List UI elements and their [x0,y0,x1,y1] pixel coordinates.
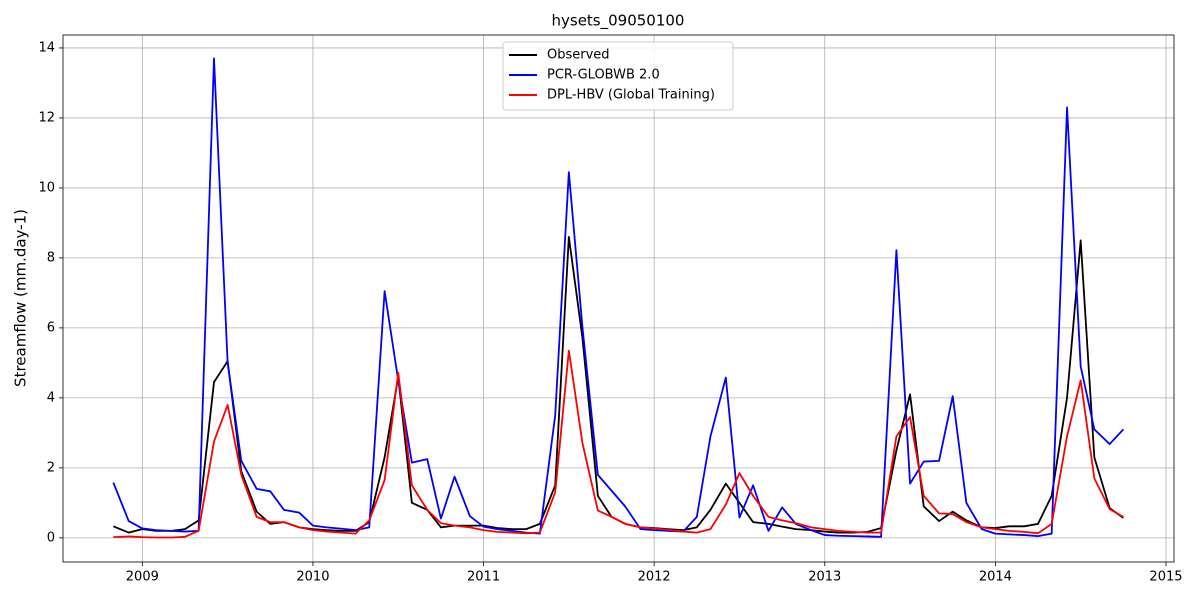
legend-label: Observed [547,48,610,63]
y-tick-label: 4 [47,390,55,405]
chart-title: hysets_09050100 [552,12,685,31]
x-tick-label: 2013 [808,570,841,585]
y-tick-label: 6 [47,320,55,335]
grid [63,35,1174,562]
x-tick-label: 2009 [126,570,159,585]
x-tick-label: 2015 [1149,570,1182,585]
y-tick-label: 8 [47,250,55,265]
y-axis-label: Streamflow (mm.day-1) [12,209,30,387]
x-tick-label: 2010 [296,570,329,585]
y-tick-label: 2 [47,460,55,475]
legend: Observed PCR-GLOBWB 2.0 DPL-HBV (Global Tr… [502,41,734,111]
y-tick-label: 0 [47,530,55,545]
legend-label: DPL-HBV (Global Training) [547,88,715,103]
y-tick-label: 10 [38,180,55,195]
legend-box [502,41,734,111]
plot-lines [112,57,1124,539]
series-line [113,349,1124,539]
x-tick-label: 2011 [467,570,500,585]
y-tick-label: 12 [38,110,55,125]
plot-frame [62,34,1175,563]
x-tick-label: 2014 [979,570,1012,585]
y-tick-label: 14 [38,40,55,55]
series-line [112,57,1124,538]
legend-label: PCR-GLOBWB 2.0 [547,68,660,83]
x-tick-label: 2012 [638,570,671,585]
